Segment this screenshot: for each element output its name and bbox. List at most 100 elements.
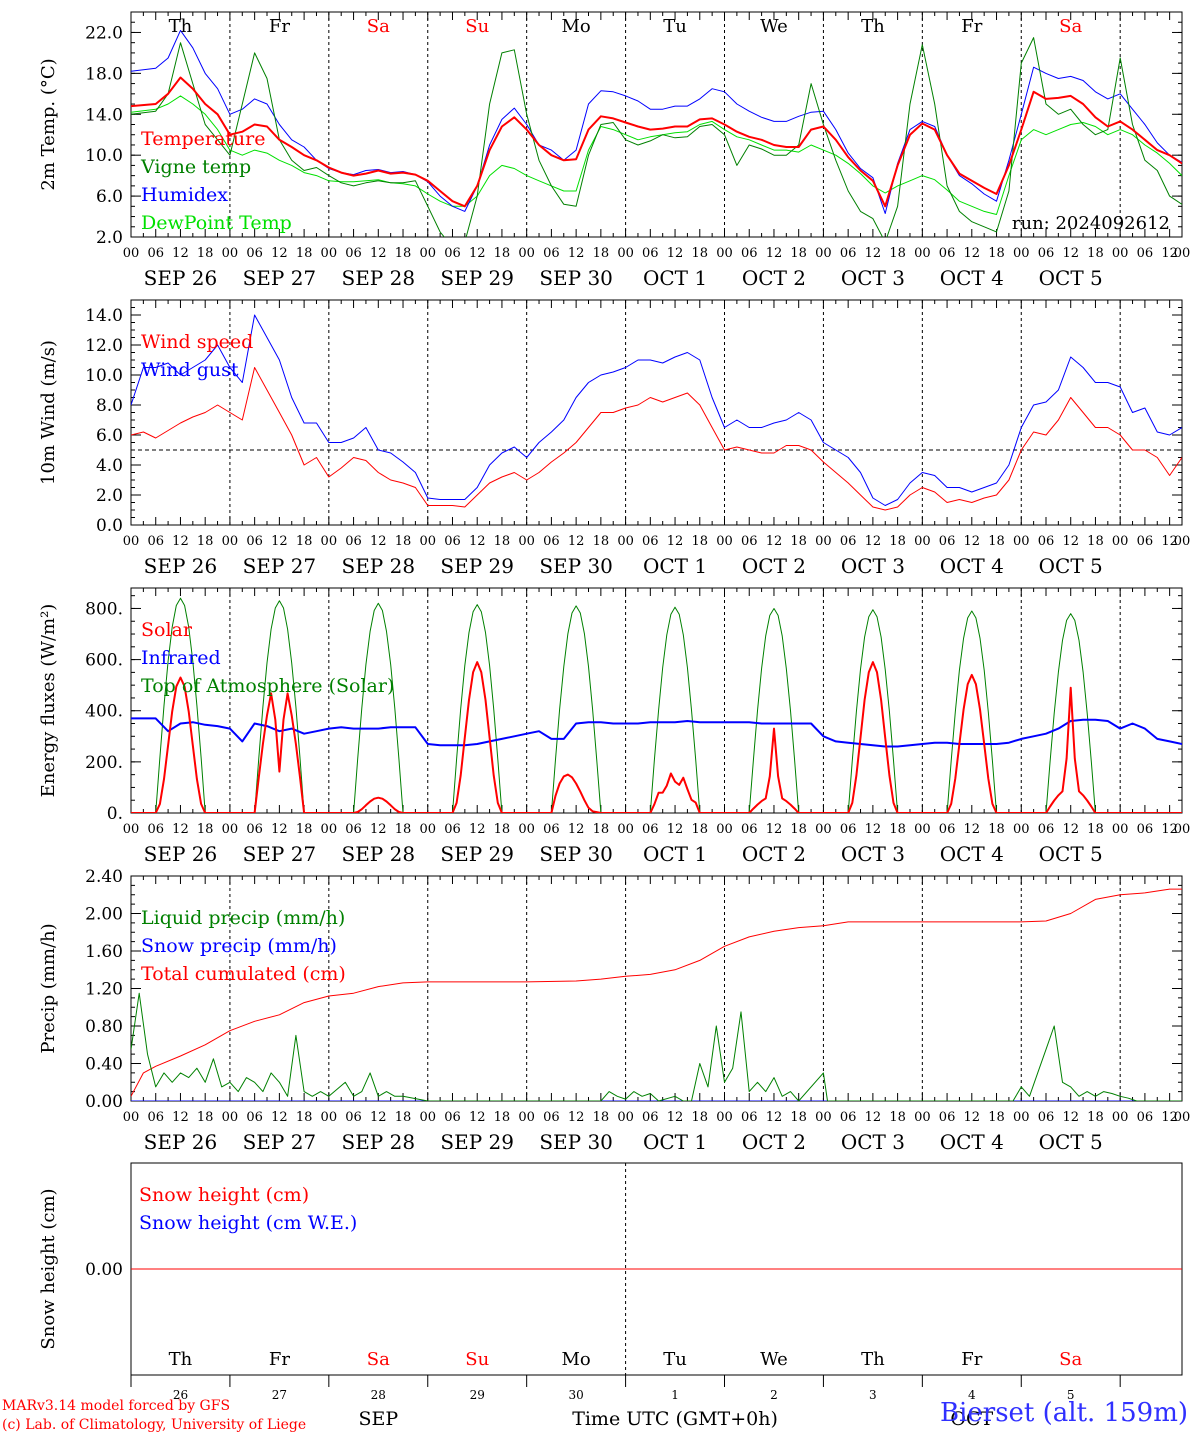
y-tick-label: 0. bbox=[107, 804, 123, 824]
legend-entry: Total cumulated (cm) bbox=[141, 963, 346, 985]
hour-tick-label: 12 bbox=[667, 534, 684, 549]
hour-tick-label: 06 bbox=[345, 246, 362, 261]
footer-model-text: MARv3.14 model forced by GFS bbox=[2, 1398, 231, 1414]
hour-tick-label: 06 bbox=[246, 822, 263, 837]
series-line-wind-gust bbox=[131, 314, 1182, 506]
y-tick-label: 14.0 bbox=[85, 105, 123, 125]
hour-tick-label: 18 bbox=[593, 822, 610, 837]
hour-tick-label: 18 bbox=[296, 822, 313, 837]
panel-2: 0.0 2.0 4.0 6.0 8.0 10.0 12.0 14.0 10m Wind (m/s… bbox=[38, 299, 1191, 578]
day-name-label: Tu bbox=[663, 1349, 687, 1370]
hour-tick-label: 12 bbox=[370, 1110, 387, 1125]
date-number-label: 30 bbox=[568, 1388, 583, 1402]
hour-tick-label: 00 bbox=[1174, 534, 1191, 549]
hour-tick-label: 18 bbox=[197, 1110, 214, 1125]
date-number-label: 4 bbox=[968, 1388, 976, 1402]
hour-tick-label: 12 bbox=[172, 822, 189, 837]
legend-entry: Snow precip (mm/h) bbox=[141, 935, 337, 957]
hour-tick-label: 12 bbox=[568, 246, 585, 261]
series-line-wind-speed bbox=[131, 367, 1182, 511]
hour-tick-label: 06 bbox=[1038, 822, 1055, 837]
hour-tick-label: 00 bbox=[716, 822, 733, 837]
date-label: OCT 4 bbox=[940, 1130, 1004, 1154]
hour-tick-label: 06 bbox=[1137, 534, 1154, 549]
hour-tick-label: 12 bbox=[667, 822, 684, 837]
day-name-label: We bbox=[760, 1349, 788, 1370]
hour-tick-label: 18 bbox=[593, 1110, 610, 1125]
day-name-label: Fr bbox=[961, 16, 982, 37]
hour-tick-label: 00 bbox=[617, 534, 634, 549]
plot-frame bbox=[130, 587, 1183, 814]
hour-tick-label: 00 bbox=[617, 822, 634, 837]
hour-tick-label: 00 bbox=[222, 534, 239, 549]
y-tick-label: 200. bbox=[85, 753, 123, 773]
month-label-sep: SEP bbox=[358, 1408, 398, 1430]
day-name-label: Su bbox=[465, 16, 489, 37]
hour-tick-label: 18 bbox=[593, 246, 610, 261]
hour-tick-label: 06 bbox=[939, 1110, 956, 1125]
hour-tick-label: 12 bbox=[271, 822, 288, 837]
hour-tick-label: 12 bbox=[964, 534, 981, 549]
date-number-label: 26 bbox=[173, 1388, 188, 1402]
date-label: SEP 29 bbox=[440, 266, 514, 290]
hour-tick-label: 18 bbox=[296, 1110, 313, 1125]
y-axis-label: Energy fluxes (W/m²) bbox=[38, 604, 59, 798]
hour-tick-label: 06 bbox=[939, 246, 956, 261]
y-tick-label: 800. bbox=[85, 599, 123, 619]
date-label: SEP 28 bbox=[342, 1130, 416, 1154]
hour-tick-label: 12 bbox=[271, 1110, 288, 1125]
hour-tick-label: 00 bbox=[1174, 246, 1191, 261]
hour-tick-label: 06 bbox=[147, 822, 164, 837]
date-label: SEP 29 bbox=[440, 842, 514, 866]
hour-tick-label: 12 bbox=[766, 246, 783, 261]
date-label: OCT 3 bbox=[841, 266, 905, 290]
hour-tick-label: 12 bbox=[1161, 534, 1178, 549]
date-label: SEP 26 bbox=[144, 266, 218, 290]
hour-tick-label: 12 bbox=[667, 246, 684, 261]
hour-tick-label: 12 bbox=[469, 534, 486, 549]
hour-tick-label: 00 bbox=[617, 1110, 634, 1125]
date-label: SEP 28 bbox=[342, 554, 416, 578]
legend-entry: Infrared bbox=[141, 647, 221, 669]
y-axis-label: Snow height (cm) bbox=[38, 1188, 59, 1349]
hour-tick-label: 18 bbox=[790, 1110, 807, 1125]
hour-tick-label: 18 bbox=[1087, 534, 1104, 549]
time-axis-label: Time UTC (GMT+0h) bbox=[572, 1408, 778, 1430]
hour-tick-label: 18 bbox=[889, 534, 906, 549]
legend-entry: DewPoint Temp bbox=[141, 212, 292, 234]
hour-tick-label: 12 bbox=[1161, 822, 1178, 837]
hour-tick-label: 06 bbox=[741, 1110, 758, 1125]
hour-tick-label: 06 bbox=[345, 534, 362, 549]
y-tick-label: 400. bbox=[85, 702, 123, 722]
day-name-label: Sa bbox=[367, 1349, 390, 1370]
date-label: OCT 3 bbox=[841, 842, 905, 866]
hour-tick-label: 00 bbox=[1013, 1110, 1030, 1125]
y-tick-label: 2.40 bbox=[85, 867, 123, 887]
hour-tick-label: 00 bbox=[321, 246, 338, 261]
hour-tick-label: 12 bbox=[667, 1110, 684, 1125]
hour-tick-label: 12 bbox=[964, 246, 981, 261]
hour-tick-label: 06 bbox=[642, 1110, 659, 1125]
date-label: OCT 5 bbox=[1039, 1130, 1103, 1154]
hour-tick-label: 06 bbox=[1038, 1110, 1055, 1125]
hour-tick-label: 00 bbox=[222, 1110, 239, 1125]
series-line-liquid-precip-mm-h- bbox=[131, 992, 1182, 1101]
hour-tick-label: 00 bbox=[419, 534, 436, 549]
series-line-top-of-atmosphere-solar- bbox=[131, 597, 1182, 813]
hour-tick-label: 12 bbox=[865, 246, 882, 261]
hour-tick-label: 18 bbox=[296, 534, 313, 549]
legend-entry: Top of Atmosphere (Solar) bbox=[141, 675, 394, 697]
hour-tick-label: 18 bbox=[692, 534, 709, 549]
hour-tick-label: 18 bbox=[889, 822, 906, 837]
hour-tick-label: 12 bbox=[370, 246, 387, 261]
hour-tick-label: 06 bbox=[444, 534, 461, 549]
panel-4: 0.00 0.40 0.80 1.20 1.60 2.00 2.40 Precip (mm/h… bbox=[38, 867, 1190, 1154]
day-name-label: Fr bbox=[269, 1349, 290, 1370]
y-tick-label: 0.00 bbox=[85, 1260, 123, 1280]
hour-tick-label: 12 bbox=[568, 1110, 585, 1125]
hour-tick-label: 00 bbox=[815, 822, 832, 837]
hour-tick-label: 18 bbox=[395, 534, 412, 549]
hour-tick-label: 06 bbox=[939, 534, 956, 549]
hour-tick-label: 18 bbox=[395, 1110, 412, 1125]
